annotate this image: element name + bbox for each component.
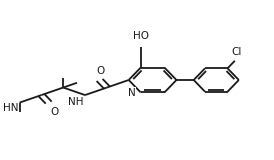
Text: N: N bbox=[128, 88, 136, 98]
Text: O: O bbox=[50, 107, 58, 117]
Text: Cl: Cl bbox=[231, 47, 241, 57]
Text: NH: NH bbox=[68, 97, 84, 107]
Text: HN: HN bbox=[3, 103, 18, 113]
Text: HO: HO bbox=[133, 31, 149, 41]
Text: O: O bbox=[97, 66, 105, 76]
